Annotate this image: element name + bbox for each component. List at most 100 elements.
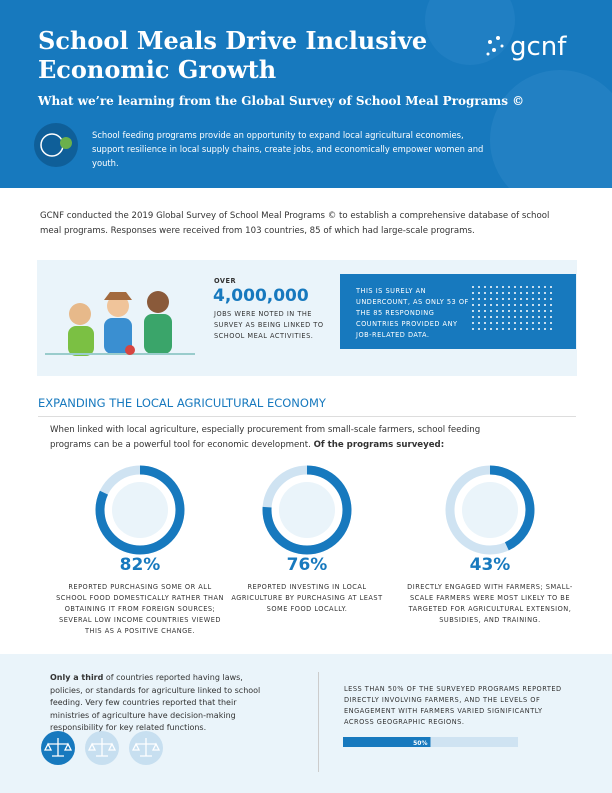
dot [472,304,474,306]
dot [502,286,504,288]
text-bold: Of the programs surveyed: [313,440,445,450]
dot [526,286,528,288]
footer-box [0,654,612,793]
dot [532,310,534,312]
dot [538,310,540,312]
dot [538,286,540,288]
dot [472,298,474,300]
dot [490,316,492,318]
dot [550,316,552,318]
dot [502,310,504,312]
dot [502,298,504,300]
dot [514,286,516,288]
dot [520,310,522,312]
title-line: School Meals Drive Inclusive [38,26,428,55]
logo: gcnf [510,32,567,62]
dot [508,316,510,318]
dot [550,322,552,324]
ring-arc [95,465,185,555]
dot [472,286,474,288]
dot [496,328,498,330]
dot [544,328,546,330]
dot [550,304,552,306]
rings [95,465,535,555]
dot [472,292,474,294]
dot [538,328,540,330]
dot [508,298,510,300]
title-line: Economic Growth [38,55,277,84]
dot [532,304,534,306]
dot [478,322,480,324]
progress: 50% [343,737,518,747]
dot [472,316,474,318]
dot [502,292,504,294]
dot [520,328,522,330]
dot [514,310,516,312]
dot [484,292,486,294]
dot [550,310,552,312]
ring-icon-bg [279,482,335,538]
dot [514,304,516,306]
dot [526,292,528,294]
dot [544,298,546,300]
dot [532,298,534,300]
dot [508,310,510,312]
ring-icon-bg [112,482,168,538]
dot [520,286,522,288]
summary: School feeding programs provide an oppor… [92,130,484,168]
dot [478,328,480,330]
dot [514,292,516,294]
dot [514,298,516,300]
dot [490,304,492,306]
ring-arc [445,465,535,555]
dot [520,292,522,294]
dot [532,328,534,330]
dot [520,304,522,306]
dot [538,304,540,306]
dot [508,292,510,294]
dot [484,316,486,318]
dot [520,316,522,318]
dot [550,328,552,330]
dot [472,310,474,312]
dot [514,316,516,318]
stat-value: 82% [119,555,161,575]
dots [472,286,552,330]
dot [544,322,546,324]
stat-value: 76% [286,555,328,575]
dot [550,292,552,294]
dot [496,316,498,318]
footer-right: LESS THAN 50% OF THE SURVEYED PROGRAMS R… [344,685,562,726]
dot [550,298,552,300]
dot [484,310,486,312]
divider [38,416,576,417]
dot [484,286,486,288]
header: School Meals Drive Inclusive Economic Gr… [0,0,612,188]
dot [484,298,486,300]
section-heading: EXPANDING THE LOCAL AGRICULTURAL ECONOMY [38,396,326,410]
dot [526,298,528,300]
dot [532,292,534,294]
dot [544,316,546,318]
text-bold: Only a third [50,673,104,682]
dot [490,286,492,288]
dot [478,316,480,318]
dot [490,328,492,330]
header-decor [34,0,612,188]
dot [478,310,480,312]
dot [508,304,510,306]
dot [544,286,546,288]
dot [472,328,474,330]
dot [526,328,528,330]
text: of countries reported having laws, polic… [50,673,261,732]
illustration [45,291,195,356]
footer-text: Only a third of countries reported havin… [50,672,275,735]
dot [538,322,540,324]
dot [496,292,498,294]
dot [478,298,480,300]
dot [532,286,534,288]
dot [532,316,534,318]
section-text: When linked with local agriculture, espe… [50,423,510,453]
dot [496,304,498,306]
stat-text: REPORTED INVESTING IN LOCAL AGRICULTURE … [231,583,383,613]
